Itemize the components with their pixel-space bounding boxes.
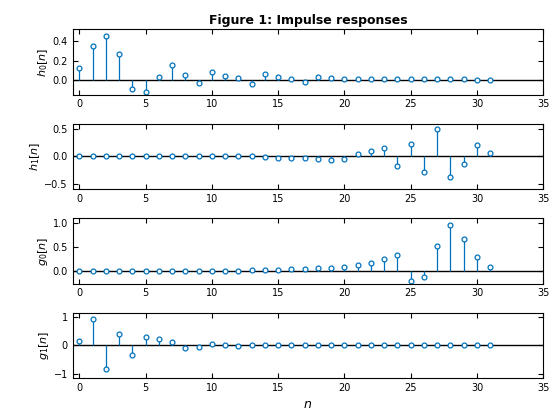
Y-axis label: $h_{0}[n]$: $h_{0}[n]$ <box>36 47 50 76</box>
Y-axis label: $g_{0}[n]$: $g_{0}[n]$ <box>36 236 50 265</box>
Y-axis label: $g_{1}[n]$: $g_{1}[n]$ <box>37 331 51 360</box>
Y-axis label: $h_{1}[n]$: $h_{1}[n]$ <box>28 142 41 171</box>
X-axis label: n: n <box>304 399 312 412</box>
Title: Figure 1: Impulse responses: Figure 1: Impulse responses <box>209 14 407 27</box>
